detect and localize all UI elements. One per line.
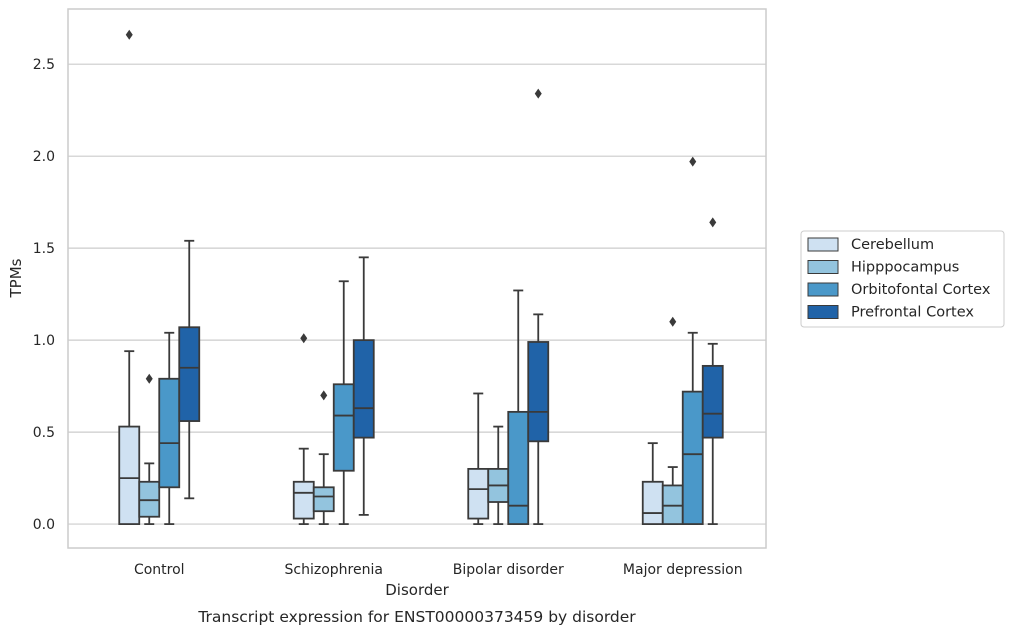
outlier-point bbox=[669, 316, 677, 327]
box-series-group bbox=[118, 29, 724, 525]
box-item bbox=[312, 390, 335, 525]
box-iqr bbox=[352, 339, 375, 439]
y-tick-label: 1.5 bbox=[33, 241, 55, 257]
box-item bbox=[332, 280, 355, 525]
box-item bbox=[118, 29, 141, 525]
box-item bbox=[507, 289, 530, 525]
y-tick-label: 2.0 bbox=[33, 149, 55, 165]
box-item bbox=[527, 88, 550, 525]
outlier-point bbox=[125, 29, 133, 40]
outlier-point bbox=[320, 390, 328, 401]
legend: Cerebellum Hipppocampus Orbitofontal Corte… bbox=[800, 230, 1005, 328]
box-item bbox=[487, 425, 510, 525]
box-iqr bbox=[701, 364, 724, 439]
legend-label: Cerebellum bbox=[851, 237, 934, 253]
legend-label: Prefrontal Cortex bbox=[851, 305, 974, 321]
box-item bbox=[641, 442, 664, 525]
x-tick-label: Major depression bbox=[623, 562, 743, 578]
box-iqr bbox=[118, 425, 141, 525]
legend-swatch bbox=[807, 282, 839, 297]
box-iqr bbox=[527, 341, 550, 443]
chart-caption: Transcript expression for ENST0000037345… bbox=[197, 608, 636, 626]
box-item bbox=[701, 217, 724, 525]
box-item bbox=[138, 373, 161, 525]
x-tick-label: Control bbox=[134, 562, 185, 578]
x-axis-label: Disorder bbox=[385, 581, 449, 599]
y-tick-label: 2.5 bbox=[33, 57, 55, 73]
x-tick-label: Bipolar disorder bbox=[453, 562, 564, 578]
box-iqr bbox=[507, 410, 530, 525]
outlier-point bbox=[145, 373, 153, 384]
box-iqr bbox=[332, 383, 355, 472]
legend-swatch bbox=[807, 237, 839, 252]
legend-swatch bbox=[807, 260, 839, 274]
outlier-point bbox=[709, 217, 717, 228]
outlier-point bbox=[689, 156, 697, 167]
outlier-point bbox=[534, 88, 542, 99]
box-iqr bbox=[178, 326, 201, 422]
legend-label: Orbitofontal Cortex bbox=[851, 282, 991, 298]
box-iqr bbox=[158, 377, 181, 489]
box-item bbox=[178, 239, 201, 500]
series-cerebellum bbox=[118, 29, 664, 525]
box-item bbox=[352, 256, 375, 516]
y-tick-label: 0.0 bbox=[33, 517, 55, 533]
box-item bbox=[661, 316, 684, 525]
y-axis-ticks: 0.0 0.5 1.0 1.5 2.0 2.5 bbox=[33, 57, 55, 533]
box-iqr bbox=[661, 484, 684, 525]
legend-label: Hipppocampus bbox=[851, 260, 959, 276]
y-tick-label: 1.0 bbox=[33, 333, 55, 349]
box-iqr bbox=[292, 480, 315, 520]
box-iqr bbox=[312, 486, 335, 513]
box-iqr bbox=[138, 480, 161, 518]
legend-frame bbox=[800, 230, 1005, 328]
box-item bbox=[292, 333, 315, 525]
box-item bbox=[467, 392, 490, 525]
y-tick-label: 0.5 bbox=[33, 425, 55, 441]
outlier-point bbox=[300, 333, 308, 344]
plot-frame bbox=[67, 8, 767, 549]
x-axis-ticks: Control Schizophrenia Bipolar disorder Majo… bbox=[134, 562, 743, 578]
box-iqr bbox=[467, 467, 490, 520]
box-item bbox=[158, 331, 181, 525]
y-axis-label: TPMs bbox=[7, 258, 25, 298]
box-item bbox=[681, 156, 704, 525]
series-prefrontal-cortex bbox=[178, 88, 724, 525]
series-hipppocampus bbox=[138, 316, 684, 525]
legend-swatch bbox=[807, 305, 839, 319]
box-iqr bbox=[681, 390, 704, 525]
box-iqr bbox=[641, 480, 664, 525]
x-tick-label: Schizophrenia bbox=[285, 562, 383, 578]
